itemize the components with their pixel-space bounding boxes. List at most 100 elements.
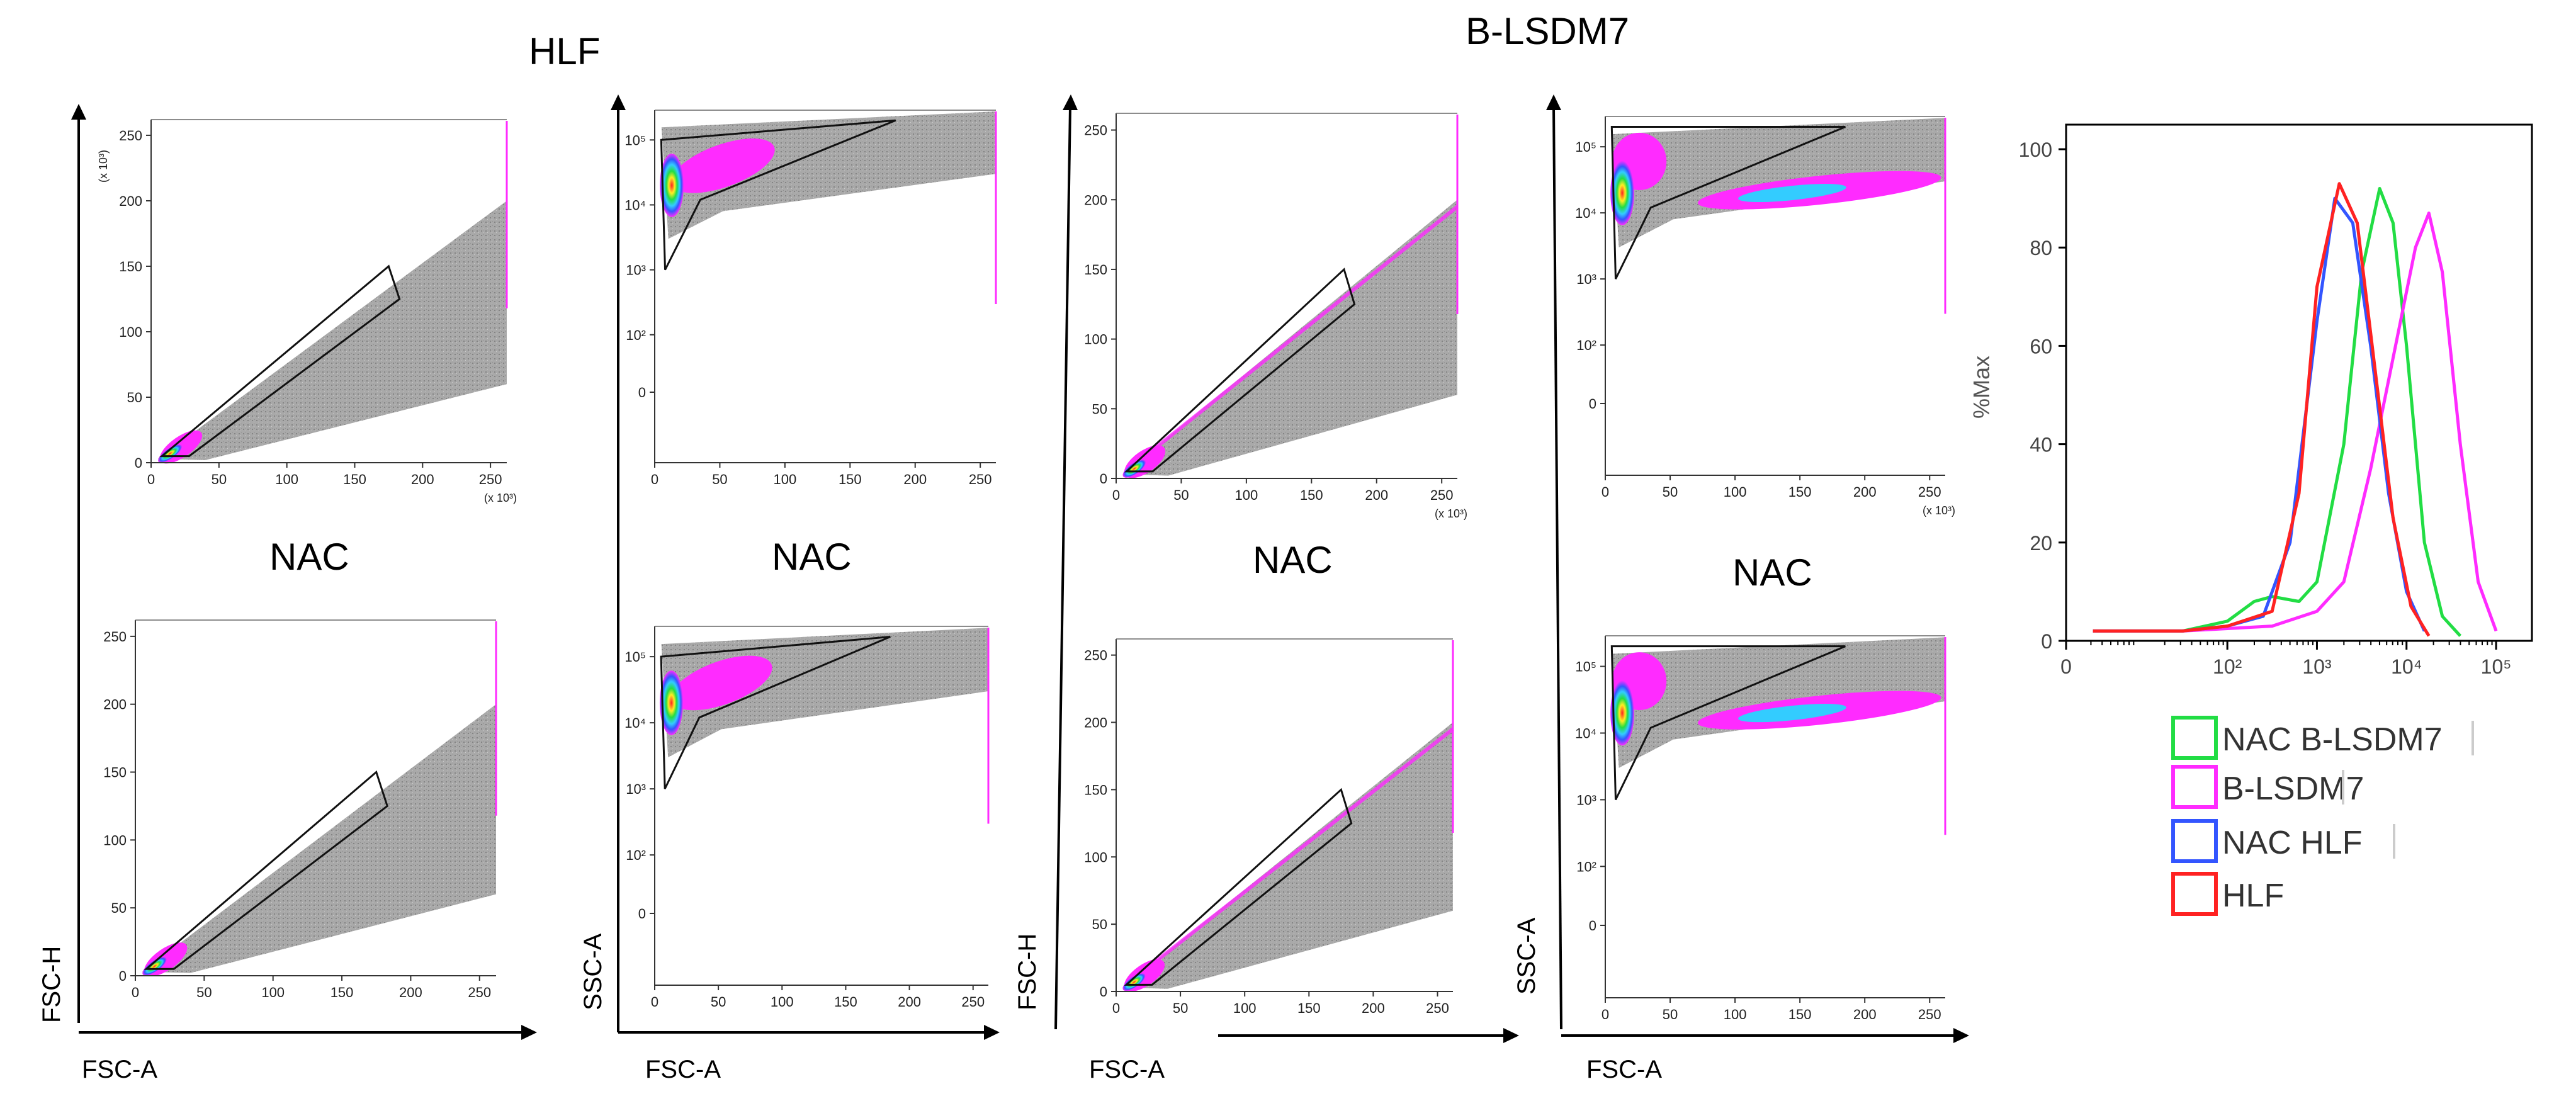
group3-x-arrowhead [1503, 1028, 1519, 1043]
x-tick-label: 250 [479, 471, 502, 487]
histogram-line-nac-b-lsdm7 [2093, 187, 2462, 637]
gate-polygon-4 [660, 636, 891, 789]
x-tick-label: 150 [330, 985, 354, 1000]
gate-polygon-3 [660, 119, 896, 271]
axis-label-fsc-a-2: FSC-A [645, 1056, 721, 1083]
y-tick-label: 10⁵ [1575, 139, 1596, 155]
y-tick-label: 10⁴ [624, 715, 646, 731]
scatter-core-hot-1 [158, 444, 183, 463]
x-tick-label: 50 [1173, 1000, 1188, 1016]
scatter-streak-6 [1147, 727, 1454, 969]
y-tick-label: 10⁵ [1575, 659, 1596, 675]
x-tick-label: 50 [196, 985, 212, 1000]
nac-label-4: NAC [1732, 551, 1812, 594]
hlf-header: HLF [529, 30, 600, 72]
x-tick-label: 250 [969, 471, 992, 487]
scatter-core-hot-6 [1122, 973, 1146, 991]
nac-label-2: NAC [772, 536, 852, 578]
scatter-panel-1: 0 50 100 150 200 250 0 50 100 150 200 250 (x 10³) (x … [97, 119, 517, 504]
y-tick-label: 0 [135, 455, 142, 471]
histogram-x-tick-label: 10² [2213, 655, 2242, 678]
y-tick-label: 50 [1092, 917, 1107, 932]
legend-swatch-nac-hlf [2171, 819, 2218, 863]
y-tick-label: 10² [1576, 859, 1596, 874]
gate-polygon-1 [159, 264, 401, 458]
scatter-panel-6: 0 50 100 150 200 250 0 50 100 150 200 250 [1084, 638, 1454, 1016]
histogram-x-tick-label: 10⁵ [2481, 655, 2512, 678]
x-tick-label: 200 [411, 471, 434, 487]
x-tick-label: 100 [1724, 484, 1747, 500]
y-tick-label: 150 [1084, 262, 1107, 278]
group1-y-arrowhead [71, 104, 86, 120]
histogram-line-hlf [2093, 182, 2431, 637]
scatter-panel-8: 0 50 100 150 200 250 0 10² 10³ 10⁴ 10⁵ [1575, 635, 1946, 1022]
y-tick-label: 200 [1084, 192, 1107, 208]
y-tick-label: 50 [127, 390, 142, 405]
x-tick-label: 200 [898, 994, 921, 1010]
histogram-y-tick-label: 0 [2041, 630, 2052, 653]
x-tick-label: 200 [1853, 1007, 1877, 1022]
nac-label-3: NAC [1253, 539, 1333, 581]
nac-label-1: NAC [269, 536, 349, 578]
x-tick-label: 0 [1602, 1007, 1609, 1022]
histogram-y-tick-label: 80 [2030, 237, 2052, 259]
group2-x-arrowhead [984, 1025, 1000, 1040]
group4-y-arrowhead [1546, 94, 1561, 110]
scatter-band-cyan-8 [1738, 704, 1846, 723]
scatter-core-hot-8 [1610, 680, 1634, 746]
scatter-panel-7: 0 50 100 150 200 250 0 10² 10³ 10⁴ 10⁵ (x 10³) [1575, 116, 1955, 517]
x-tick-label: 0 [651, 471, 658, 487]
group4-y-axis-arrow [1552, 106, 1562, 1030]
axis-label-ssc-a-1: SSC-A [579, 933, 607, 1010]
y-scale-note: (x 10³) [97, 150, 110, 183]
x-tick-label: 100 [261, 985, 285, 1000]
y-tick-label: 0 [1589, 918, 1596, 934]
scatter-panel-4: 0 50 100 150 200 250 0 10² 10³ 10⁴ 10⁵ [624, 626, 990, 1010]
legend-label-hlf: HLF [2222, 878, 2284, 914]
group3-y-axis-arrow [1054, 106, 1071, 1030]
y-tick-label: 100 [1084, 332, 1107, 347]
scatter-core-magenta-3 [671, 138, 775, 193]
group3-y-arrowhead [1063, 94, 1078, 110]
gate-polygon-2 [144, 770, 388, 970]
x-tick-label: 250 [1430, 487, 1454, 503]
histogram-y-tick-label: 100 [2019, 138, 2052, 161]
x-tick-label: 150 [834, 994, 857, 1010]
x-scale-note: (x 10³) [1923, 504, 1955, 517]
histogram-y-tick-label: 20 [2030, 532, 2052, 555]
legend-swatch-hlf [2171, 872, 2218, 916]
axis-label-ssc-a-2: SSC-A [1513, 917, 1540, 995]
legend-label-b-lsdm7: B-LSDM7 [2222, 771, 2364, 807]
x-tick-label: 50 [711, 994, 726, 1010]
histogram-x-tick-label: 10³ [2302, 655, 2332, 678]
scatter-cloud-2 [142, 704, 496, 973]
x-tick-label: 0 [651, 994, 658, 1010]
y-tick-label: 0 [119, 968, 127, 984]
x-tick-label: 200 [1853, 484, 1877, 500]
gate-polygon-6 [1124, 788, 1353, 986]
scatter-core-hot-3 [660, 154, 684, 217]
y-tick-label: 200 [119, 193, 142, 209]
x-tick-label: 150 [1788, 484, 1812, 500]
histogram-line-b-lsdm7 [2093, 212, 2498, 633]
scatter-core-magenta-4 [670, 655, 772, 711]
x-tick-label: 50 [1663, 484, 1678, 500]
y-tick-label: 0 [638, 906, 646, 922]
blsdm7-header: B-LSDM7 [1466, 10, 1629, 52]
x-tick-label: 150 [1788, 1007, 1812, 1022]
x-tick-label: 250 [468, 985, 491, 1000]
histogram-frame [2065, 123, 2533, 642]
x-tick-label: 250 [961, 994, 985, 1010]
y-tick-label: 100 [103, 832, 127, 848]
x-tick-label: 200 [1365, 487, 1388, 503]
y-tick-label: 150 [103, 765, 127, 781]
x-tick-label: 0 [1112, 1000, 1120, 1016]
x-tick-label: 0 [1112, 487, 1120, 503]
x-tick-label: 100 [1724, 1007, 1747, 1022]
legend-label-nac-b-lsdm7: NAC B-LSDM7 [2222, 721, 2443, 758]
y-tick-label: 10⁵ [624, 132, 646, 148]
y-tick-label: 10³ [626, 263, 646, 278]
scatter-panels: 0 50 100 150 200 250 0 50 100 150 200 250 (x 10³) (x … [97, 110, 1955, 1022]
scatter-panel-3: 0 50 100 150 200 250 0 10² 10³ 10⁴ 10⁵ [624, 110, 997, 487]
scatter-core-hot-2 [142, 957, 167, 976]
